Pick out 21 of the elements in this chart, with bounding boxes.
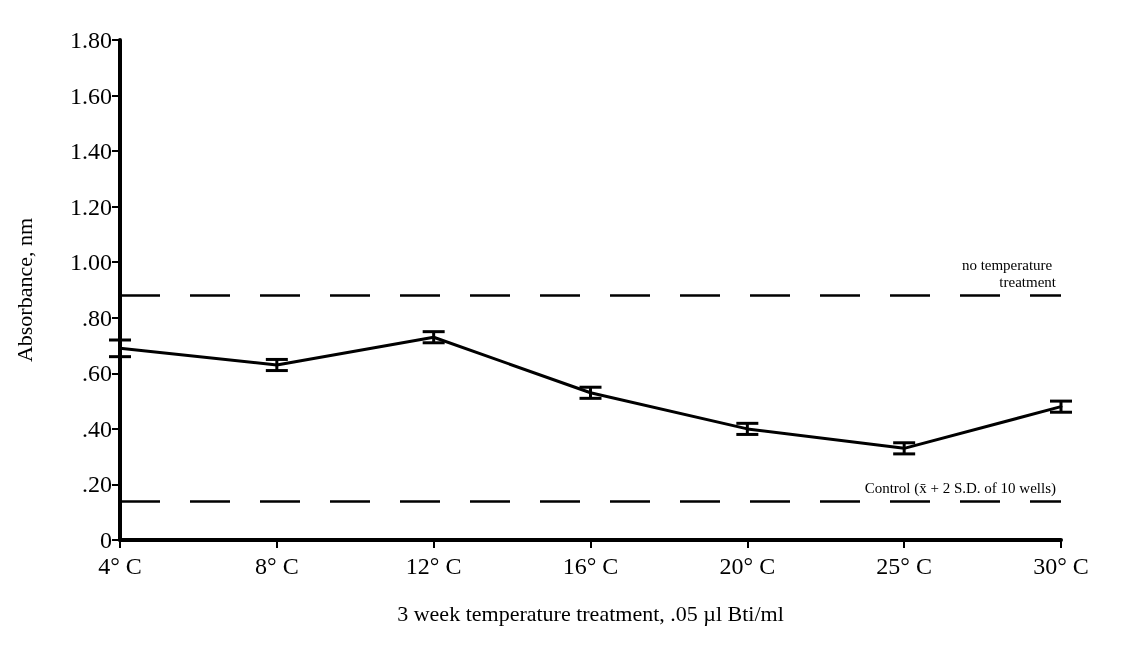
y-tick-label: 1.00	[70, 249, 112, 276]
x-tick-label: 12° C	[405, 553, 462, 579]
y-axis-title: Absorbance, nm	[11, 217, 37, 363]
x-tick-label: 25° C	[876, 553, 932, 579]
x-tick-label: 30° C	[1033, 553, 1089, 579]
y-tick-label: 1.20	[70, 193, 112, 220]
y-tick-label: .80	[82, 304, 112, 331]
x-axis-title: 3 week temperature treatment, .05 µl Bti/ml	[397, 600, 784, 626]
y-tick-label: .20	[82, 471, 112, 498]
x-tick-label: 8° C	[255, 553, 299, 579]
x-tick-label: 20° C	[719, 553, 776, 579]
x-tick-label: 4° C	[98, 553, 142, 579]
y-tick-label: 0	[100, 527, 112, 553]
y-tick-label: .60	[82, 360, 112, 387]
y-tick-label: .40	[82, 415, 112, 442]
y-tick-label: 1.80	[70, 27, 112, 53]
ref-line-label: Control (x̄ + 2 S.D. of 10 wells)	[864, 479, 1056, 497]
ref-line-label: no temperature treatment	[961, 257, 1057, 291]
y-tick-label: 1.40	[70, 138, 112, 165]
y-tick-label: 1.60	[70, 82, 112, 109]
x-tick-label: 16° C	[562, 553, 619, 579]
